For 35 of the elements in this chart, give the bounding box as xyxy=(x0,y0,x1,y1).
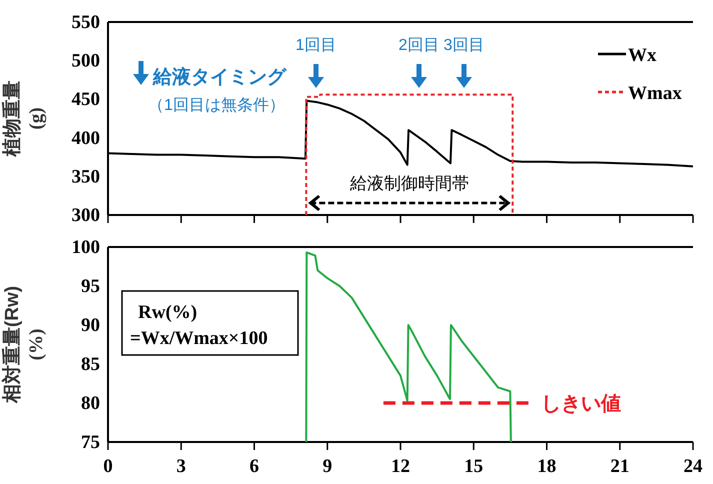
y-axis-title: 相対重量(Rw) (%) xyxy=(1,286,47,404)
annotation: 給液制御時間帯 xyxy=(348,174,469,193)
y-tick-label: 85 xyxy=(81,354,100,375)
line-series xyxy=(305,251,512,443)
annotation: 3回目 xyxy=(444,37,484,54)
x-tick-label: 21 xyxy=(610,456,630,477)
x-tick-label: 3 xyxy=(176,456,186,477)
y-tick-label: 300 xyxy=(72,205,100,226)
annotation: 1回目 xyxy=(296,37,336,54)
x-tick-label: 6 xyxy=(250,456,259,477)
y-tick-label: 350 xyxy=(72,166,100,188)
y-tick-label: 80 xyxy=(81,393,100,414)
annotation: 給液タイミング xyxy=(152,66,287,88)
x-tick-label: 24 xyxy=(684,456,703,477)
x-tick-label: 15 xyxy=(464,456,484,477)
legend-label: Wx xyxy=(628,45,657,66)
y-tick-label: 500 xyxy=(72,50,100,72)
annotation: 2回目 xyxy=(398,37,440,54)
annotation: （1回目は無条件） xyxy=(148,97,285,114)
y-tick-label: 100 xyxy=(72,237,100,258)
x-tick-label: 9 xyxy=(322,456,332,477)
y-tick-label: 400 xyxy=(72,128,100,149)
series-label: しきい値 xyxy=(540,393,621,415)
y-tick-label: 75 xyxy=(81,432,100,453)
y-tick-label: 90 xyxy=(81,315,100,336)
x-tick-label: 12 xyxy=(391,456,410,477)
annotation: =Wx/Wmax×100 xyxy=(130,328,268,349)
y-tick-label: 95 xyxy=(81,276,100,297)
legend-label: Wmax xyxy=(628,83,682,104)
annotation: Rw(%) xyxy=(138,302,198,323)
x-tick-label: 18 xyxy=(537,456,556,477)
y-tick-label: 550 xyxy=(72,12,100,33)
x-tick-label: 0 xyxy=(103,456,113,477)
y-tick-label: 450 xyxy=(72,89,100,110)
y-axis-title: 植物重量 (g) xyxy=(1,80,47,158)
